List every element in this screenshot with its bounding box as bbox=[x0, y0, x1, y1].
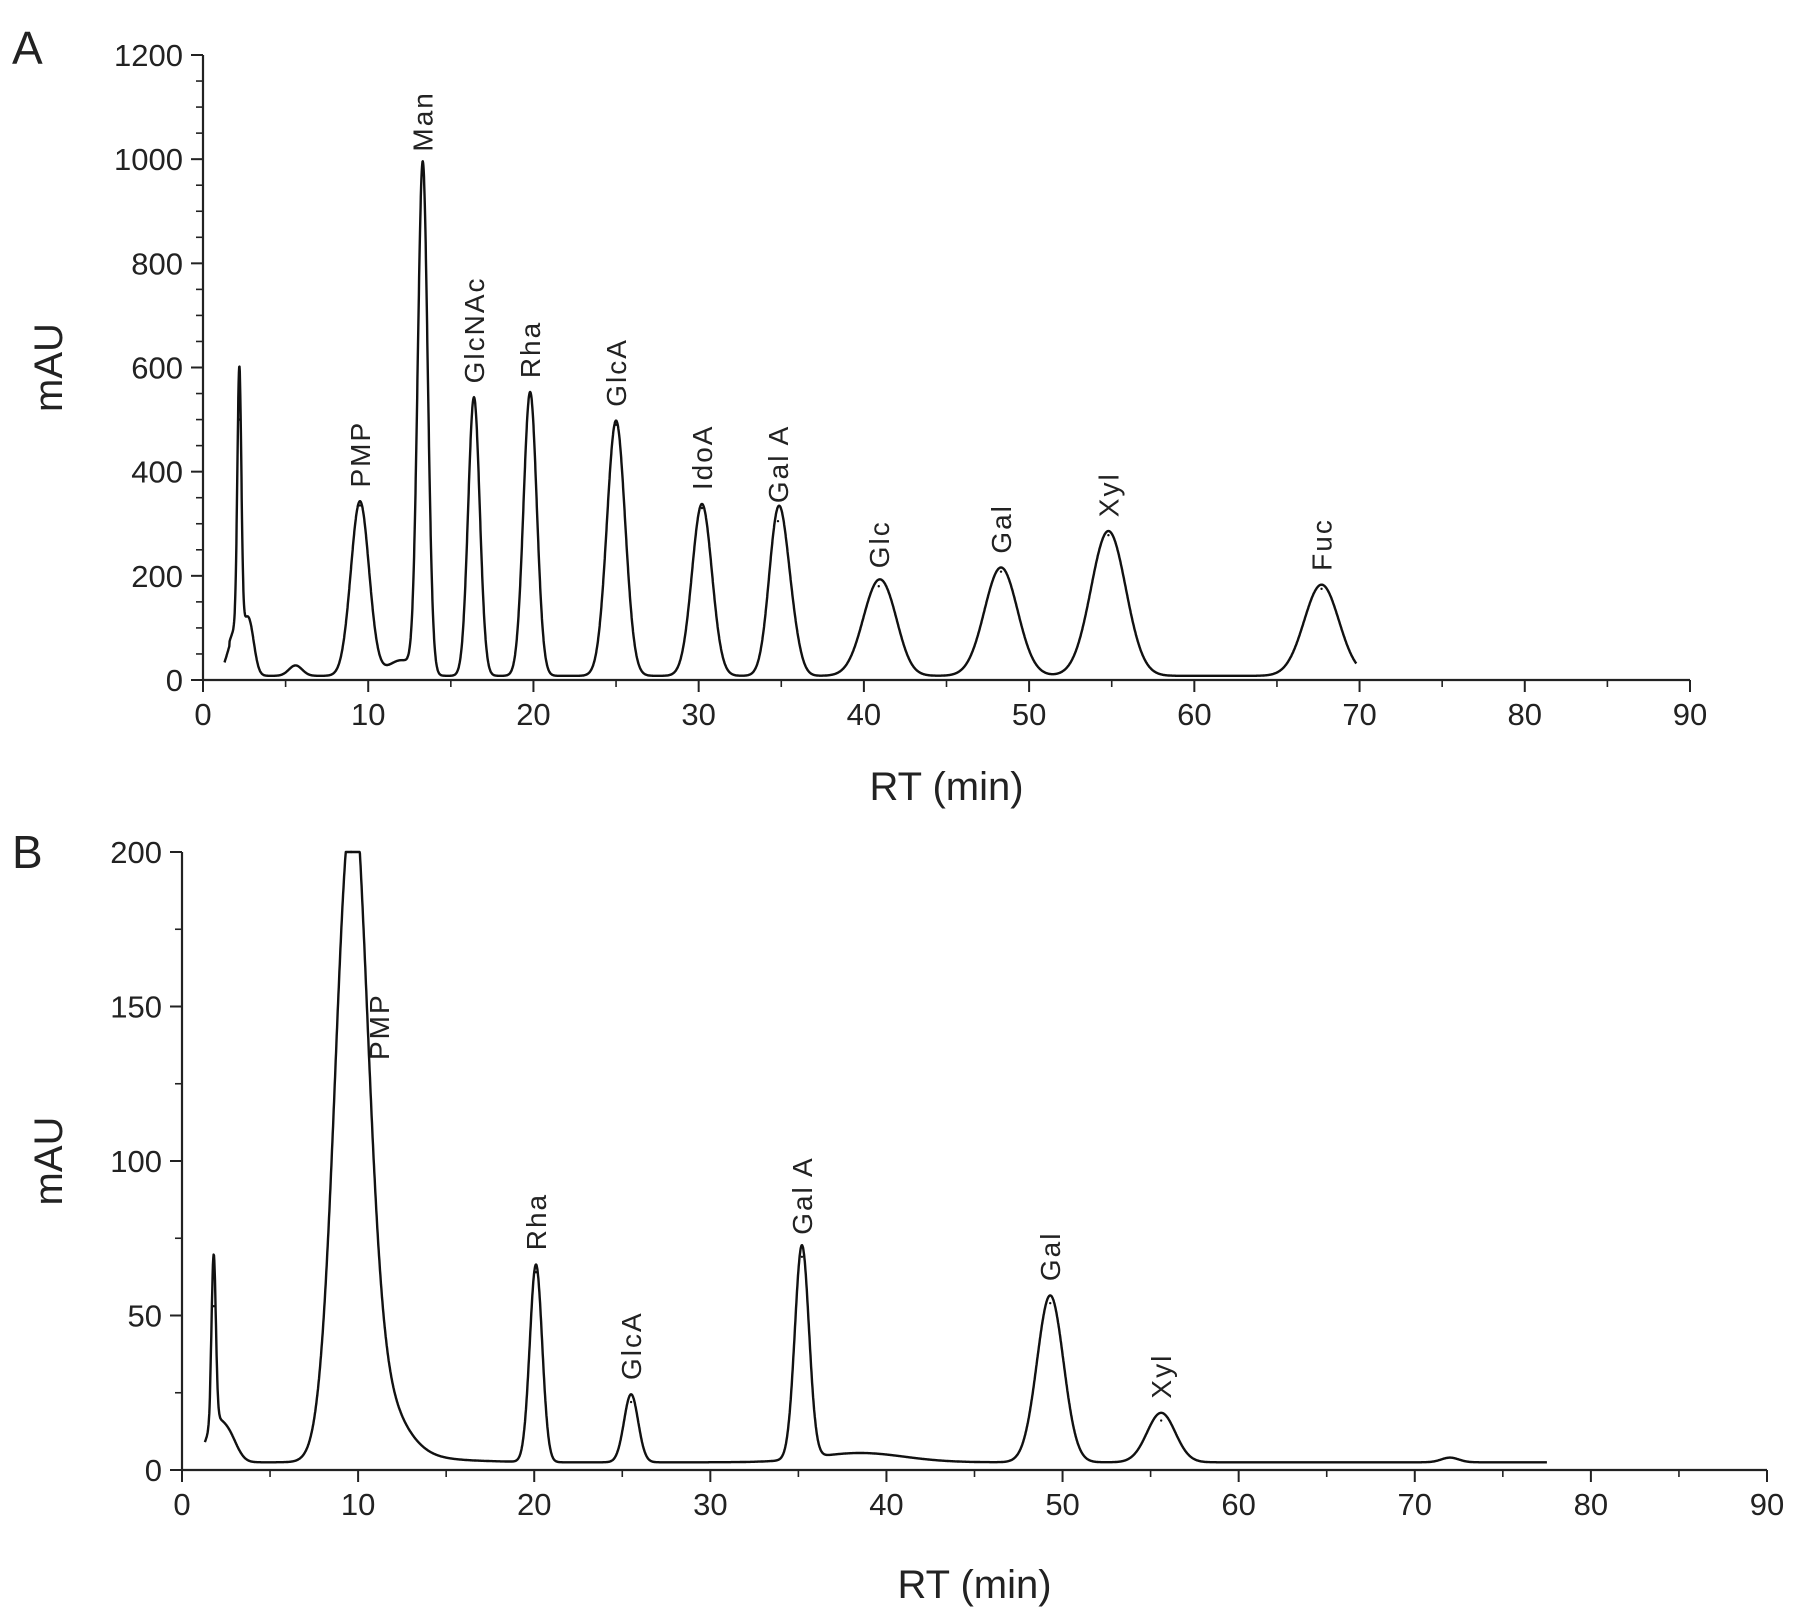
panel-a-peak-apex bbox=[999, 570, 1003, 573]
panel-b-x-tick-label: 40 bbox=[869, 1487, 903, 1522]
panel-b-chart: B 0 10 20 30 40 50 60 70 80 90 0 50 100 150 200 RT (min)… bbox=[12, 826, 1784, 1607]
panel-b-y-axis-title: mAU bbox=[27, 1117, 71, 1206]
panel-a-peak-label: Gal A bbox=[763, 425, 794, 503]
panel-b-peak-label: PMP bbox=[364, 993, 395, 1060]
panel-a-chromatogram-trace bbox=[223, 160, 1358, 677]
panel-b-x-tick-label: 50 bbox=[1045, 1487, 1079, 1522]
panel-b-peak-label: GlcA bbox=[616, 1311, 647, 1380]
panel-a-y-tick-label: 1200 bbox=[114, 38, 183, 73]
panel-b-x-tick-label: 80 bbox=[1574, 1487, 1608, 1522]
panel-b-letter: B bbox=[12, 826, 43, 878]
panel-b-y-tick-label: 150 bbox=[110, 990, 162, 1025]
panel-a-peak-label: Xyl bbox=[1093, 472, 1124, 517]
panel-a-y-tick-label: 600 bbox=[131, 351, 183, 386]
panel-b-x-tick-label: 10 bbox=[341, 1487, 375, 1522]
panel-a-y-tick-label: 200 bbox=[131, 559, 183, 594]
panel-a-x-tick-label: 80 bbox=[1508, 697, 1542, 732]
panel-b-x-tick-label: 70 bbox=[1398, 1487, 1432, 1522]
panel-b-peak-apex bbox=[1049, 1301, 1052, 1305]
panel-b-x-tick-label: 0 bbox=[173, 1487, 190, 1522]
panel-a-peak-apex bbox=[238, 418, 241, 421]
panel-a-peak-apex bbox=[472, 400, 476, 403]
panel-b-peak-apex bbox=[1159, 1419, 1163, 1422]
panel-a-peak-apex bbox=[528, 394, 532, 398]
panel-a-x-tick-label: 30 bbox=[681, 697, 715, 732]
panel-a-peak-label: GlcA bbox=[601, 338, 632, 407]
panel-a-x-tick-label: 60 bbox=[1177, 697, 1211, 732]
panel-a-peak-label: PMP bbox=[345, 421, 376, 488]
panel-b-x-tick-label: 30 bbox=[693, 1487, 727, 1522]
panel-b-peak-label: Rha bbox=[521, 1193, 552, 1250]
panel-b-peak-apex bbox=[800, 1255, 804, 1258]
panel-a-peak-apex bbox=[877, 585, 880, 588]
panel-b-peak-label: Xyl bbox=[1146, 1354, 1177, 1399]
panel-a-y-tick-label: 1000 bbox=[114, 142, 183, 177]
panel-a-peak-label: Glc bbox=[864, 520, 895, 568]
panel-a-peak-label: Man bbox=[408, 91, 439, 151]
panel-a-peak-apex bbox=[1107, 534, 1110, 537]
panel-a-peak-label: Rha bbox=[515, 321, 546, 378]
panel-a-x-tick-label: 50 bbox=[1012, 697, 1046, 732]
panel-b-peak-label: Gal bbox=[1035, 1232, 1066, 1282]
panel-b-y-tick-label: 50 bbox=[128, 1299, 162, 1334]
panel-a-peak-label: GlcNAc bbox=[459, 276, 490, 383]
panel-a-y-axis-title: mAU bbox=[27, 323, 71, 412]
panel-a-peak-label: Fuc bbox=[1307, 518, 1338, 571]
panel-a-peak-label: Gal bbox=[986, 504, 1017, 554]
panel-a-x-tick-label: 0 bbox=[194, 697, 211, 732]
panel-a-peak-apex bbox=[614, 423, 618, 426]
panel-a-chart: A 0 10 20 30 40 50 60 70 80 90 0 200 400 600 800 1000 120… bbox=[12, 22, 1707, 809]
panel-b-y-tick-label: 100 bbox=[110, 1144, 162, 1179]
panel-b-chromatogram-trace bbox=[203, 850, 1548, 1464]
panel-a-peak-apex bbox=[700, 506, 704, 510]
panel-b-peak-apex bbox=[534, 1271, 538, 1274]
panel-a-y-tick-label: 400 bbox=[131, 455, 183, 490]
panel-b-peak-apex bbox=[629, 1400, 633, 1404]
panel-a-x-axis-title: RT (min) bbox=[869, 765, 1023, 809]
panel-a-x-tick-label: 10 bbox=[351, 697, 385, 732]
panel-b-y-tick-label: 0 bbox=[145, 1453, 162, 1488]
panel-a-peak-label: IdoA bbox=[687, 425, 718, 491]
panel-a-x-tick-label: 90 bbox=[1673, 697, 1707, 732]
panel-b-x-tick-label: 20 bbox=[517, 1487, 551, 1522]
panel-a-x-tick-label: 70 bbox=[1342, 697, 1376, 732]
panel-a-peak-apex bbox=[776, 519, 780, 523]
panel-b-peak-apex bbox=[349, 850, 353, 854]
panel-b-y-tick-label: 200 bbox=[110, 835, 162, 870]
panel-a-peak-apex bbox=[358, 504, 362, 507]
panel-b-x-axis-title: RT (min) bbox=[897, 1563, 1051, 1607]
panel-b-peak-apex bbox=[212, 1305, 215, 1308]
panel-a-x-tick-label: 20 bbox=[516, 697, 550, 732]
panel-a-y-tick-label: 800 bbox=[131, 246, 183, 281]
panel-b-x-tick-label: 90 bbox=[1750, 1487, 1784, 1522]
panel-a-x-tick-label: 40 bbox=[847, 697, 881, 732]
panel-a-peak-apex bbox=[1320, 587, 1323, 591]
panel-b-peak-label: Gal A bbox=[787, 1156, 818, 1234]
panel-a-letter: A bbox=[12, 22, 43, 74]
panel-a-peak-apex bbox=[421, 168, 424, 171]
panel-a-y-tick-label: 0 bbox=[166, 663, 183, 698]
panel-b-x-tick-label: 60 bbox=[1221, 1487, 1255, 1522]
